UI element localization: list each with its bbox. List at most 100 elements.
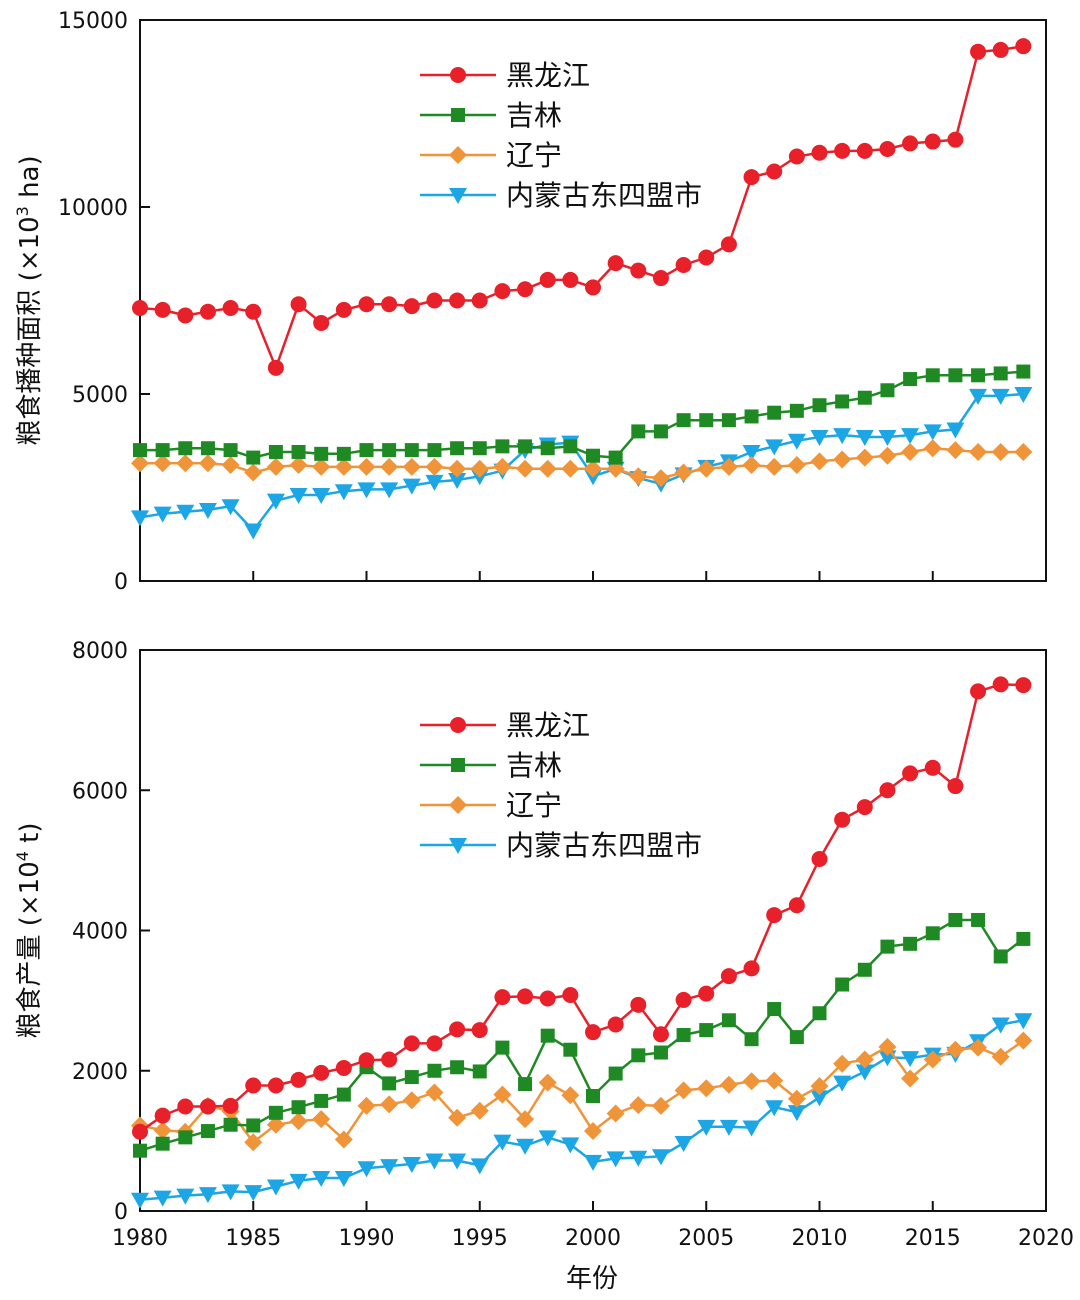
data-point [787, 1105, 806, 1122]
data-point [789, 1030, 804, 1045]
series-line [139, 683, 1024, 1133]
data-point [290, 1071, 307, 1088]
legend-marker [449, 146, 467, 164]
data-point [539, 271, 556, 288]
series-line [139, 392, 1024, 532]
data-point [812, 398, 827, 413]
data-point [472, 1064, 487, 1079]
data-point [880, 383, 895, 398]
data-point [631, 424, 646, 439]
data-point [357, 1096, 376, 1115]
legend-marker [450, 67, 466, 83]
data-point [969, 442, 988, 461]
data-point [470, 459, 489, 478]
data-point [991, 388, 1010, 405]
data-point [290, 296, 307, 313]
data-point [948, 368, 963, 383]
y-axis-label-tail: t) [15, 822, 45, 851]
data-point [131, 1192, 149, 1209]
data-point [561, 459, 580, 478]
data-point [652, 1026, 669, 1043]
data-point [334, 1171, 353, 1188]
data-point [585, 279, 601, 296]
data-point [810, 1090, 829, 1107]
data-point [834, 142, 851, 159]
data-point [538, 1130, 557, 1147]
series-diamond [131, 439, 1033, 488]
data-point [314, 446, 329, 461]
data-point [584, 459, 602, 478]
y-tick-label: 5000 [72, 383, 128, 408]
data-point [744, 409, 759, 424]
data-point [948, 912, 963, 927]
data-point [923, 424, 942, 441]
y-tick-label: 6000 [72, 779, 128, 804]
data-point [425, 1083, 444, 1102]
data-point [471, 292, 488, 309]
data-point [903, 372, 918, 387]
data-point [470, 1101, 489, 1120]
data-point [155, 443, 170, 458]
data-point [268, 444, 283, 459]
data-point [651, 1096, 670, 1115]
data-point [495, 439, 510, 454]
data-point [857, 962, 872, 977]
data-point [495, 1040, 510, 1055]
series-diamond [131, 1031, 1033, 1152]
data-point [947, 778, 964, 795]
data-point [902, 765, 919, 782]
data-point [901, 1069, 920, 1088]
data-point [246, 1118, 261, 1133]
data-point [381, 296, 398, 313]
legend-label: 黑龙江 [506, 709, 590, 742]
data-point [901, 442, 920, 461]
series-circle [132, 676, 1032, 1140]
data-point [812, 1006, 827, 1021]
data-point [629, 1096, 648, 1115]
data-point [584, 1122, 602, 1141]
data-point [674, 463, 693, 482]
data-point [334, 1130, 353, 1149]
data-point [312, 1171, 331, 1188]
data-point [133, 1143, 147, 1158]
data-point [674, 1135, 693, 1152]
data-point [562, 271, 579, 288]
data-point [335, 1059, 352, 1076]
y-tick-label: 15000 [58, 9, 128, 34]
data-point [584, 1154, 602, 1171]
data-point [698, 985, 715, 1002]
data-point [969, 1038, 988, 1057]
y-tick-label: 2000 [72, 1060, 128, 1085]
data-point [833, 1054, 852, 1073]
x-tick-label: 1990 [339, 1226, 395, 1251]
series-square [133, 912, 1031, 1158]
data-point [925, 368, 940, 383]
data-point [901, 428, 920, 445]
data-point [742, 456, 761, 475]
data-point [923, 439, 942, 458]
x-tick-label: 2010 [792, 1226, 848, 1251]
data-point [1014, 1031, 1033, 1050]
data-point [153, 1190, 172, 1207]
data-point [742, 444, 761, 461]
data-point [312, 457, 331, 476]
series-triangle-down [131, 387, 1033, 540]
data-point [563, 439, 578, 454]
data-point [719, 457, 738, 476]
data-point [631, 1048, 646, 1063]
data-point [244, 1185, 263, 1202]
data-point [244, 523, 263, 540]
data-point [992, 676, 1009, 693]
data-point [765, 457, 784, 476]
data-point [334, 484, 353, 501]
data-point [200, 441, 215, 456]
data-point [720, 236, 737, 253]
data-point [245, 1077, 262, 1094]
data-point [561, 1137, 580, 1154]
data-point [675, 991, 692, 1008]
data-point [1016, 931, 1031, 946]
data-point [789, 403, 804, 418]
